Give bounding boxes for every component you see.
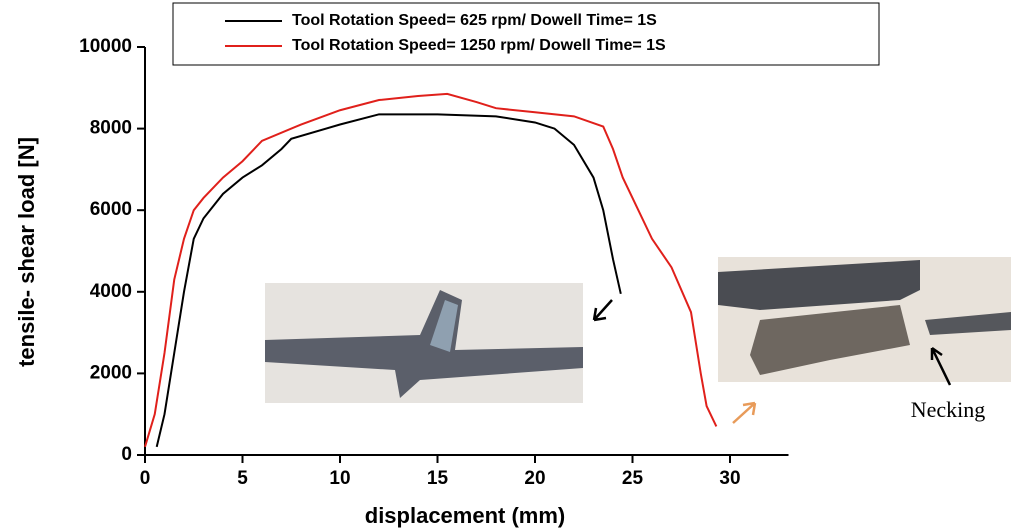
x-tick-label: 20: [524, 468, 545, 489]
x-axis-title: displacement (mm): [365, 503, 566, 528]
x-tick-label: 25: [622, 468, 644, 489]
legend-label: Tool Rotation Speed= 625 rpm/ Dowell Tim…: [292, 12, 657, 29]
legend-label: Tool Rotation Speed= 1250 rpm/ Dowell Ti…: [292, 37, 666, 54]
annotation: Necking: [911, 397, 986, 422]
inset-photo-left: [265, 283, 583, 403]
series-line: [155, 113, 622, 448]
x-tick-label: 0: [140, 468, 151, 489]
y-tick-label: 6000: [90, 199, 132, 220]
inset-photo-right: [718, 257, 1011, 382]
y-axis-title: tensile- shear load [N]: [14, 137, 39, 367]
x-tick-label: 5: [237, 468, 248, 489]
arrows: [592, 299, 952, 424]
y-tick-label: 4000: [90, 281, 132, 302]
x-tick-label: 10: [329, 468, 350, 489]
y-tick-label: 0: [121, 444, 132, 465]
legend-box: [172, 2, 880, 66]
x-tick-label: 30: [719, 468, 740, 489]
y-tick-label: 10000: [79, 36, 132, 57]
y-tick-label: 2000: [90, 362, 132, 383]
x-tick-label: 15: [427, 468, 449, 489]
series-line: [144, 92, 718, 448]
y-tick-label: 8000: [90, 118, 132, 139]
